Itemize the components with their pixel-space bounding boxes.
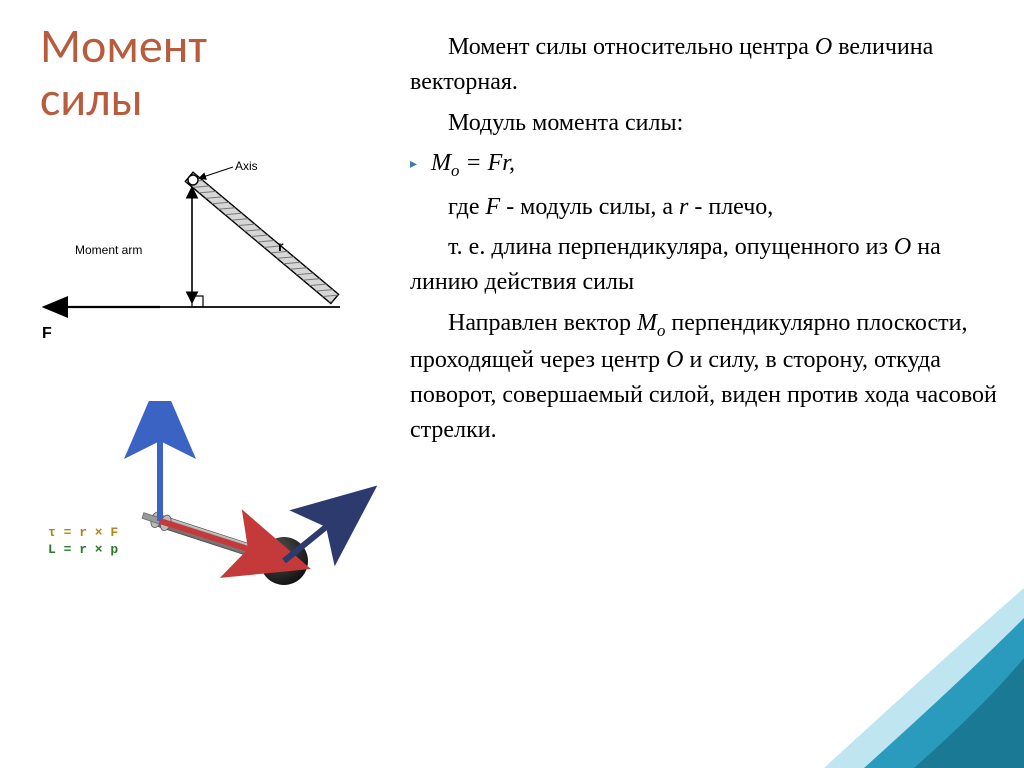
body-text: Момент силы относительно центра O величи… — [410, 30, 1004, 447]
legend-tau: τ = r × F — [48, 525, 118, 540]
bullet-icon: ▸ — [410, 155, 417, 175]
title-line2: силы — [40, 69, 143, 128]
axis-label: Axis — [235, 159, 258, 173]
f-label: F — [42, 325, 52, 342]
formula-line: ▸ Mo = Fr, — [410, 146, 1004, 189]
legend-L: L = r × p — [48, 542, 118, 557]
paragraph-direction: Направлен вектор Mo перпендикулярно плос… — [410, 306, 1004, 448]
moment-arm-label: Moment arm — [75, 243, 142, 257]
moment-arm-diagram: Axis F Moment arm r — [40, 156, 380, 386]
title-line1: Момент — [40, 16, 207, 75]
torque-vector-diagram: τ = r × F L = r × p — [40, 401, 380, 661]
paragraph-perp: т. е. длина перпендикуляра, опущенного и… — [410, 230, 1004, 300]
page-title: Момент силы — [40, 20, 390, 126]
paragraph-modulus-label: Модуль момента силы: — [410, 106, 1004, 141]
paragraph-where: где F - модуль силы, а r - плечо, — [410, 190, 1004, 225]
paragraph-intro: Момент силы относительно центра O величи… — [410, 30, 1004, 100]
r-label: r — [278, 238, 284, 254]
